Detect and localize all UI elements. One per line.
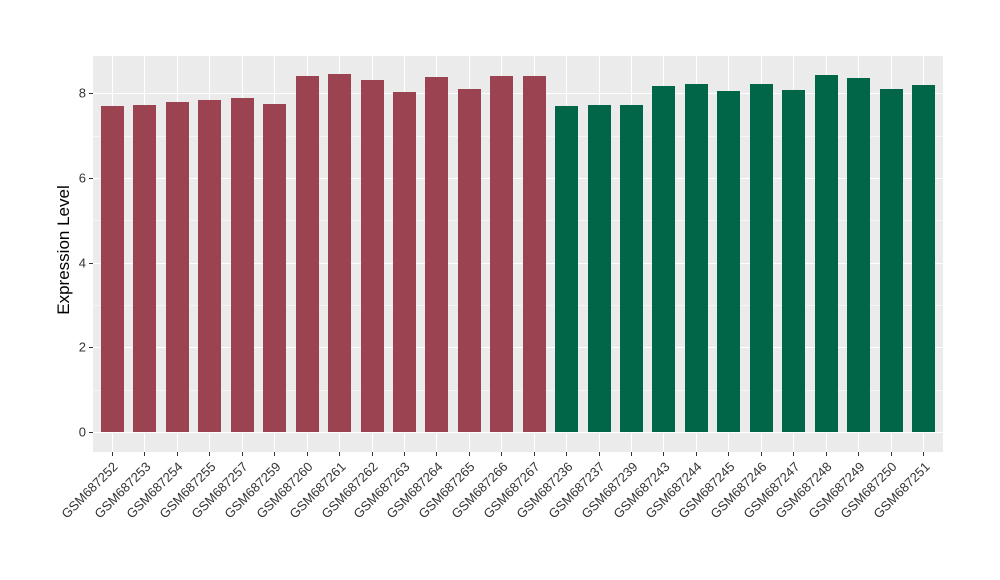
bar (100, 105, 124, 432)
bar (814, 74, 838, 432)
x-tick-mark (176, 452, 178, 456)
plot-panel (93, 56, 943, 452)
gridline-minor (93, 220, 943, 222)
gridline-major (93, 93, 943, 95)
bar (360, 79, 384, 432)
y-axis-title: Expression Level (54, 185, 73, 315)
bar (328, 74, 352, 432)
x-tick-mark (209, 452, 211, 456)
gridline-major (93, 347, 943, 349)
x-tick-mark (533, 452, 535, 456)
bar (847, 77, 871, 432)
gridline-major (93, 262, 943, 264)
gridline-minor (93, 389, 943, 391)
x-tick-mark (111, 452, 113, 456)
x-tick-mark (501, 452, 503, 456)
gridline-minor (93, 304, 943, 306)
y-tick-label: 8 (78, 85, 86, 101)
bar (912, 85, 936, 432)
x-tick-mark (793, 452, 795, 456)
x-tick-mark (760, 452, 762, 456)
y-tick-label: 6 (78, 170, 86, 186)
bar (555, 105, 579, 432)
x-tick-mark (923, 452, 925, 456)
x-tick-mark (306, 452, 308, 456)
bar (782, 89, 806, 432)
bar (684, 84, 708, 432)
x-tick-mark (858, 452, 860, 456)
y-tick-mark (89, 93, 93, 95)
x-tick-mark (631, 452, 633, 456)
gridline-major (93, 432, 943, 433)
bar (295, 75, 319, 432)
x-tick-mark (371, 452, 373, 456)
bar (652, 85, 676, 432)
y-tick-mark (89, 177, 93, 179)
x-tick-mark (695, 452, 697, 456)
x-tick-mark (144, 452, 146, 456)
bar (749, 83, 773, 432)
bar (717, 90, 741, 432)
x-tick-mark (403, 452, 405, 456)
bar (392, 92, 416, 432)
x-tick-mark (241, 452, 243, 456)
bar (133, 104, 157, 432)
bar (230, 98, 254, 432)
y-tick-label: 0 (78, 424, 86, 440)
y-tick-mark (89, 262, 93, 264)
bar (879, 89, 903, 432)
x-tick-mark (436, 452, 438, 456)
x-tick-mark (825, 452, 827, 456)
x-tick-mark (663, 452, 665, 456)
bar (522, 75, 546, 432)
x-tick-mark (890, 452, 892, 456)
bar (263, 103, 287, 432)
bar (165, 101, 189, 432)
x-tick-mark (598, 452, 600, 456)
y-tick-label: 4 (78, 255, 86, 271)
bar (587, 104, 611, 432)
x-tick-mark (339, 452, 341, 456)
x-tick-mark (468, 452, 470, 456)
y-tick-label: 2 (78, 339, 86, 355)
y-tick-mark (89, 432, 93, 433)
gridline-minor (93, 135, 943, 137)
bar (198, 100, 222, 432)
gridline-major (93, 177, 943, 179)
x-tick-mark (728, 452, 730, 456)
bar (425, 76, 449, 432)
bar (620, 104, 644, 432)
x-tick-mark (566, 452, 568, 456)
bar (490, 75, 514, 432)
x-tick-mark (274, 452, 276, 456)
y-tick-mark (89, 347, 93, 349)
bar (457, 89, 481, 432)
